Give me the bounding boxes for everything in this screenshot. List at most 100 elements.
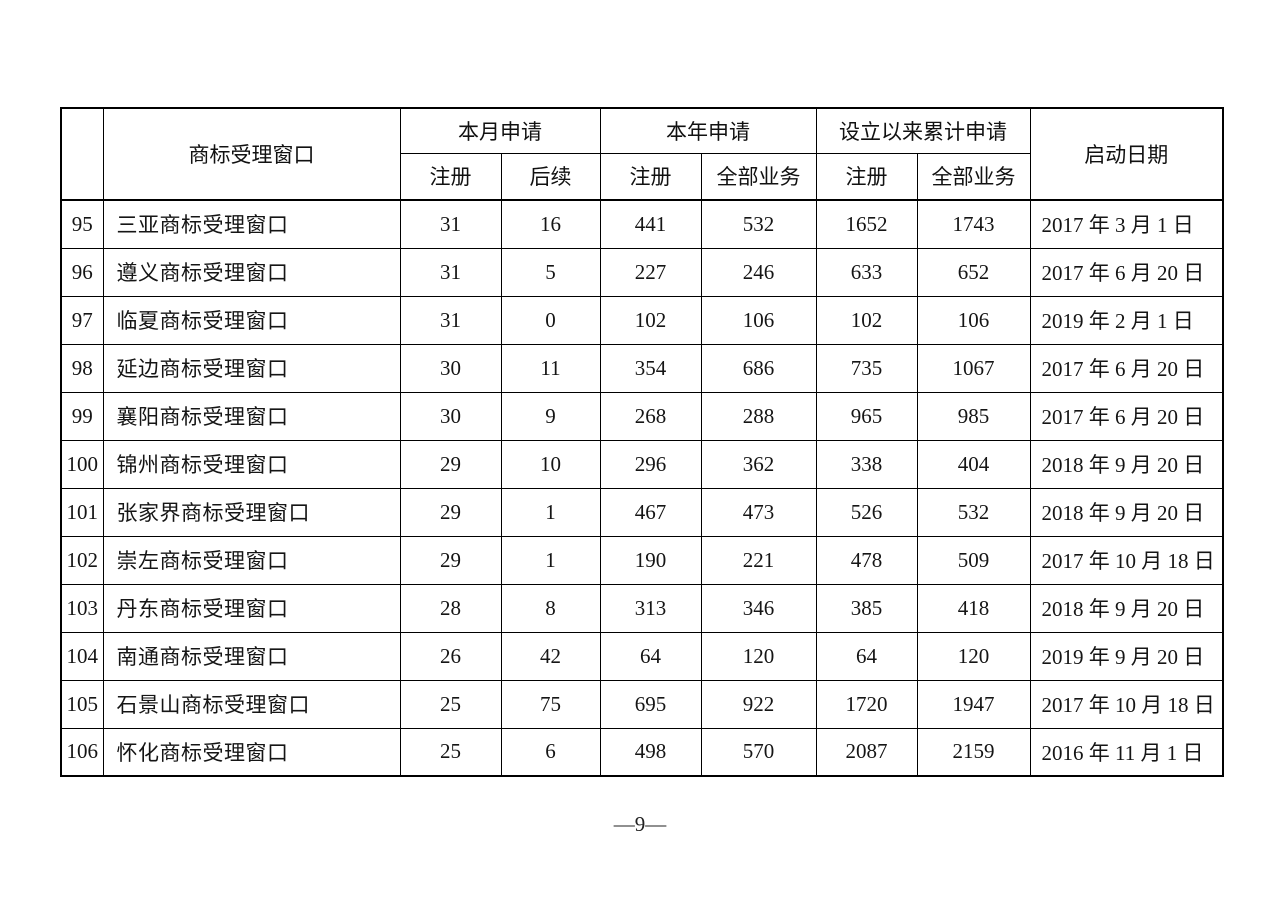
year-all-business-cell: 922: [700, 679, 817, 729]
table-body: 95 三亚商标受理窗口 31 16 441 532 1652 1743 2017 年 3 月 1…: [60, 199, 1224, 777]
year-register-cell: 441: [599, 199, 702, 249]
start-date-cell: 2019 年 9 月 20 日: [1029, 631, 1224, 681]
total-all-business-cell: 404: [916, 439, 1031, 489]
month-register-cell: 28: [399, 583, 502, 633]
header-index: [60, 107, 104, 201]
total-all-business-cell: 1743: [916, 199, 1031, 249]
month-register-cell: 29: [399, 487, 502, 537]
row-index-cell: 98: [60, 343, 104, 393]
total-register-cell: 2087: [815, 727, 918, 777]
window-name-cell: 南通商标受理窗口: [102, 631, 401, 681]
window-name-cell: 锦州商标受理窗口: [102, 439, 401, 489]
row-index-cell: 99: [60, 391, 104, 441]
year-all-business-cell: 362: [700, 439, 817, 489]
month-followup-cell: 1: [500, 487, 601, 537]
year-register-cell: 64: [599, 631, 702, 681]
page-number: —9—: [613, 812, 667, 836]
month-followup-cell: 5: [500, 247, 601, 297]
total-all-business-cell: 106: [916, 295, 1031, 345]
table-header: 商标受理窗口 本月申请 本年申请 设立以来累计申请 启动日期 注册 后续 注册 …: [60, 107, 1224, 201]
table-row: 95 三亚商标受理窗口 31 16 441 532 1652 1743 2017 年 3 月 1…: [60, 199, 1224, 249]
year-register-cell: 467: [599, 487, 702, 537]
table-row: 105 石景山商标受理窗口 25 75 695 922 1720 1947 2017 年 10 …: [60, 679, 1224, 729]
total-all-business-cell: 1067: [916, 343, 1031, 393]
window-name-cell: 怀化商标受理窗口: [102, 727, 401, 777]
row-index-cell: 104: [60, 631, 104, 681]
month-followup-cell: 75: [500, 679, 601, 729]
header-total-register: 注册: [815, 152, 918, 201]
month-register-cell: 25: [399, 679, 502, 729]
month-followup-cell: 16: [500, 199, 601, 249]
start-date-cell: 2017 年 6 月 20 日: [1029, 343, 1224, 393]
total-all-business-cell: 120: [916, 631, 1031, 681]
row-index-cell: 105: [60, 679, 104, 729]
year-all-business-cell: 288: [700, 391, 817, 441]
month-register-cell: 31: [399, 247, 502, 297]
month-register-cell: 30: [399, 391, 502, 441]
window-name-cell: 石景山商标受理窗口: [102, 679, 401, 729]
header-group-year: 本年申请: [599, 107, 817, 154]
year-all-business-cell: 346: [700, 583, 817, 633]
header-month-followup: 后续: [500, 152, 601, 201]
total-register-cell: 102: [815, 295, 918, 345]
header-year-all-business: 全部业务: [700, 152, 817, 201]
total-register-cell: 1652: [815, 199, 918, 249]
month-register-cell: 30: [399, 343, 502, 393]
table-row: 102 崇左商标受理窗口 29 1 190 221 478 509 2017 年 10 月 18…: [60, 535, 1224, 585]
total-register-cell: 526: [815, 487, 918, 537]
window-name-cell: 崇左商标受理窗口: [102, 535, 401, 585]
total-all-business-cell: 509: [916, 535, 1031, 585]
row-index-cell: 106: [60, 727, 104, 777]
month-register-cell: 26: [399, 631, 502, 681]
year-register-cell: 313: [599, 583, 702, 633]
window-name-cell: 延边商标受理窗口: [102, 343, 401, 393]
row-index-cell: 97: [60, 295, 104, 345]
total-register-cell: 1720: [815, 679, 918, 729]
table-row: 104 南通商标受理窗口 26 42 64 120 64 120 2019 年 9 月 20 日: [60, 631, 1224, 681]
start-date-cell: 2017 年 10 月 18 日: [1029, 535, 1224, 585]
start-date-cell: 2016 年 11 月 1 日: [1029, 727, 1224, 777]
header-month-register: 注册: [399, 152, 502, 201]
start-date-cell: 2018 年 9 月 20 日: [1029, 439, 1224, 489]
table-row: 96 遵义商标受理窗口 31 5 227 246 633 652 2017 年 6 月 20 日: [60, 247, 1224, 297]
total-register-cell: 633: [815, 247, 918, 297]
table-row: 101 张家界商标受理窗口 29 1 467 473 526 532 2018 年 9 月 20…: [60, 487, 1224, 537]
year-all-business-cell: 686: [700, 343, 817, 393]
year-register-cell: 296: [599, 439, 702, 489]
month-register-cell: 31: [399, 199, 502, 249]
month-followup-cell: 0: [500, 295, 601, 345]
year-all-business-cell: 246: [700, 247, 817, 297]
month-followup-cell: 11: [500, 343, 601, 393]
year-register-cell: 268: [599, 391, 702, 441]
window-name-cell: 丹东商标受理窗口: [102, 583, 401, 633]
window-name-cell: 临夏商标受理窗口: [102, 295, 401, 345]
month-register-cell: 31: [399, 295, 502, 345]
total-register-cell: 965: [815, 391, 918, 441]
start-date-cell: 2017 年 10 月 18 日: [1029, 679, 1224, 729]
start-date-cell: 2017 年 3 月 1 日: [1029, 199, 1224, 249]
total-register-cell: 478: [815, 535, 918, 585]
total-all-business-cell: 1947: [916, 679, 1031, 729]
row-index-cell: 102: [60, 535, 104, 585]
window-name-cell: 张家界商标受理窗口: [102, 487, 401, 537]
month-followup-cell: 42: [500, 631, 601, 681]
row-index-cell: 95: [60, 199, 104, 249]
month-followup-cell: 9: [500, 391, 601, 441]
year-register-cell: 227: [599, 247, 702, 297]
row-index-cell: 100: [60, 439, 104, 489]
total-register-cell: 64: [815, 631, 918, 681]
table-row: 97 临夏商标受理窗口 31 0 102 106 102 106 2019 年 2 月 1 日: [60, 295, 1224, 345]
total-all-business-cell: 985: [916, 391, 1031, 441]
month-followup-cell: 8: [500, 583, 601, 633]
month-register-cell: 25: [399, 727, 502, 777]
row-index-cell: 96: [60, 247, 104, 297]
window-name-cell: 遵义商标受理窗口: [102, 247, 401, 297]
total-all-business-cell: 2159: [916, 727, 1031, 777]
header-start-date: 启动日期: [1029, 107, 1224, 201]
start-date-cell: 2018 年 9 月 20 日: [1029, 487, 1224, 537]
window-name-cell: 三亚商标受理窗口: [102, 199, 401, 249]
row-index-cell: 103: [60, 583, 104, 633]
year-register-cell: 190: [599, 535, 702, 585]
year-register-cell: 498: [599, 727, 702, 777]
